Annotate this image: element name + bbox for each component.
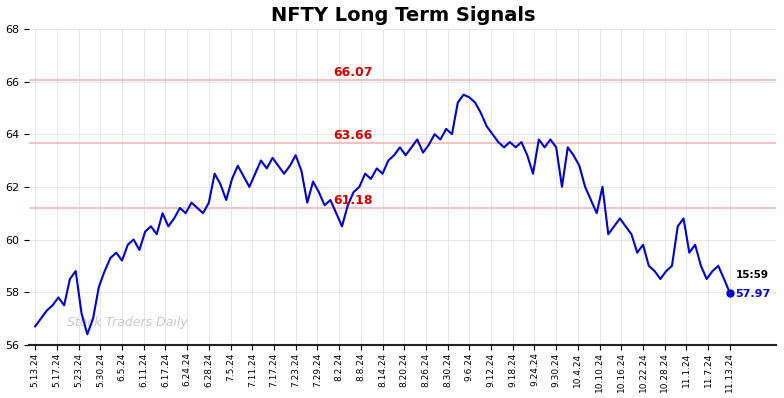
Text: 66.07: 66.07 [333, 66, 372, 79]
Title: NFTY Long Term Signals: NFTY Long Term Signals [270, 6, 535, 25]
Text: 61.18: 61.18 [333, 195, 372, 207]
Text: Stock Traders Daily: Stock Traders Daily [67, 316, 187, 329]
Text: 57.97: 57.97 [735, 289, 771, 299]
Text: 63.66: 63.66 [333, 129, 372, 142]
Text: 15:59: 15:59 [735, 271, 768, 281]
